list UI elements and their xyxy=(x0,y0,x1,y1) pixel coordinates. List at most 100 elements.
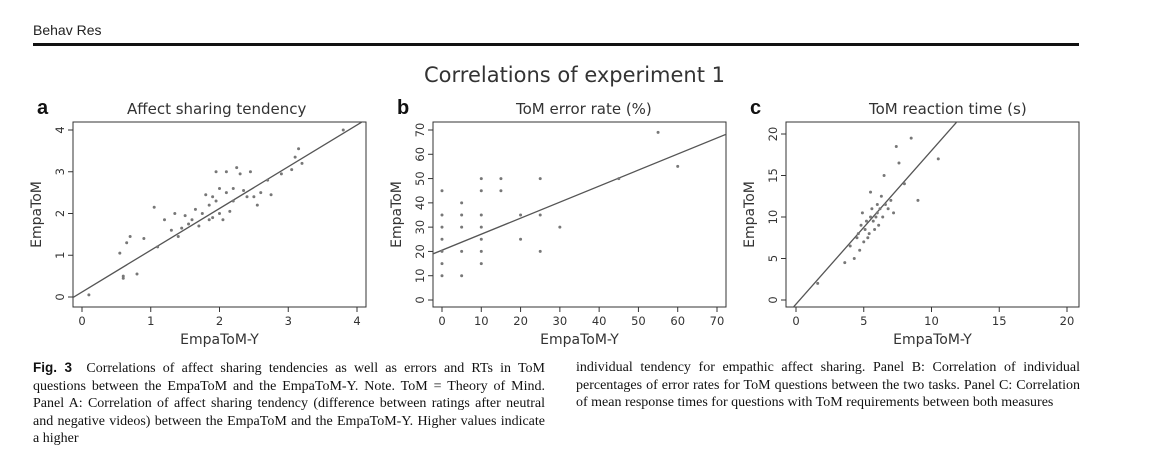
chart-affect-sharing: 0 1 2 3 4 0 1 2 3 4 EmpaToM-Y EmpaToM xyxy=(29,121,367,348)
data-point xyxy=(440,262,444,266)
x-tick-label: 15 xyxy=(992,314,1007,328)
data-point xyxy=(163,218,166,222)
data-point xyxy=(479,262,483,266)
data-point xyxy=(479,213,483,217)
data-point xyxy=(279,172,283,176)
data-point xyxy=(519,213,523,217)
data-point xyxy=(440,274,444,278)
data-point xyxy=(176,234,180,238)
figure-label: Fig. 3 xyxy=(33,360,72,375)
panel-title-a: Affect sharing tendency xyxy=(127,100,307,118)
caption-text-left: Correlations of affect sharing tendencie… xyxy=(33,361,545,446)
data-point xyxy=(193,207,197,211)
data-point xyxy=(200,212,204,215)
data-point xyxy=(878,207,882,211)
data-point xyxy=(499,177,503,181)
data-point xyxy=(558,225,562,229)
y-axis-label: EmpaToM xyxy=(742,181,758,248)
figure-caption-left: Fig. 3 Correlations of affect sharing te… xyxy=(33,359,545,448)
panel-letter-c: c xyxy=(750,97,762,119)
x-tick-label: 60 xyxy=(670,314,685,328)
y-tick-label: 40 xyxy=(413,196,427,211)
data-point xyxy=(897,161,901,165)
data-point xyxy=(617,177,621,181)
data-point xyxy=(152,205,156,209)
data-point xyxy=(479,237,483,241)
data-point xyxy=(519,237,523,241)
data-point xyxy=(440,225,444,229)
data-point xyxy=(867,232,871,236)
y-axis-label: EmpaToM xyxy=(389,181,405,248)
data-point xyxy=(118,251,122,255)
data-point xyxy=(848,244,852,248)
regression-line xyxy=(792,122,958,307)
data-point xyxy=(460,249,464,253)
data-point xyxy=(909,136,913,140)
data-point xyxy=(894,144,898,148)
x-tick-label: 5 xyxy=(860,314,867,328)
data-point xyxy=(231,186,235,190)
y-tick-label: 10 xyxy=(766,210,780,225)
figure-caption-right: individual tendency for empathic affect … xyxy=(576,359,1080,412)
data-point xyxy=(218,212,221,215)
data-point xyxy=(460,213,464,217)
data-point xyxy=(460,274,464,278)
data-point xyxy=(259,191,263,195)
plot-frame xyxy=(785,121,1080,308)
chart-tom-error-rate: 0 10 20 30 40 50 60 70 0 10 20 30 40 50 60 70 EmpaToM-Y E… xyxy=(389,121,727,348)
y-tick-label: 0 xyxy=(766,296,780,303)
data-point xyxy=(858,248,862,252)
data-point xyxy=(121,274,125,278)
data-point xyxy=(197,224,201,228)
caption-text-right: individual tendency for empathic affect … xyxy=(576,360,1080,410)
y-tick-label: 50 xyxy=(413,171,427,186)
data-point xyxy=(538,213,542,217)
x-axis-label: EmpaToM-Y xyxy=(893,332,972,348)
data-point xyxy=(135,272,139,276)
data-point xyxy=(479,225,483,229)
data-point xyxy=(936,157,940,161)
x-tick-label: 30 xyxy=(553,314,568,328)
data-point xyxy=(479,189,483,193)
data-point xyxy=(211,195,215,199)
data-point xyxy=(214,199,218,203)
data-point xyxy=(207,218,211,222)
data-point xyxy=(269,193,273,197)
data-point xyxy=(860,211,864,215)
x-tick-label: 1 xyxy=(147,314,154,328)
data-point xyxy=(862,240,866,244)
data-point xyxy=(242,189,246,193)
data-point xyxy=(290,168,294,172)
data-point xyxy=(479,177,483,181)
data-point xyxy=(440,237,444,241)
plot-frame xyxy=(432,121,727,308)
y-tick-label: 0 xyxy=(413,296,427,303)
data-point xyxy=(889,198,893,202)
panel-letter-a: a xyxy=(37,97,49,119)
y-tick-label: 10 xyxy=(413,268,427,283)
data-point xyxy=(902,182,906,186)
y-tick-label: 2 xyxy=(53,210,67,217)
x-axis-label: EmpaToM-Y xyxy=(540,332,619,348)
data-point xyxy=(183,214,187,218)
data-point xyxy=(871,219,875,223)
running-head: Behav Res xyxy=(33,22,102,38)
x-tick-label: 0 xyxy=(438,314,445,328)
data-point xyxy=(877,223,881,227)
data-point xyxy=(248,170,252,174)
data-point xyxy=(538,177,542,181)
data-point xyxy=(460,201,464,205)
data-point xyxy=(224,191,228,195)
x-tick-label: 50 xyxy=(631,314,646,328)
data-point xyxy=(207,203,211,207)
x-tick-label: 20 xyxy=(513,314,528,328)
y-tick-label: 30 xyxy=(413,220,427,235)
data-point xyxy=(187,222,191,226)
data-point xyxy=(169,228,173,232)
regression-line xyxy=(433,133,726,255)
data-point xyxy=(128,234,132,238)
data-point xyxy=(866,236,870,240)
data-point xyxy=(224,170,228,174)
y-tick-label: 1 xyxy=(53,252,67,259)
data-point xyxy=(440,213,444,217)
